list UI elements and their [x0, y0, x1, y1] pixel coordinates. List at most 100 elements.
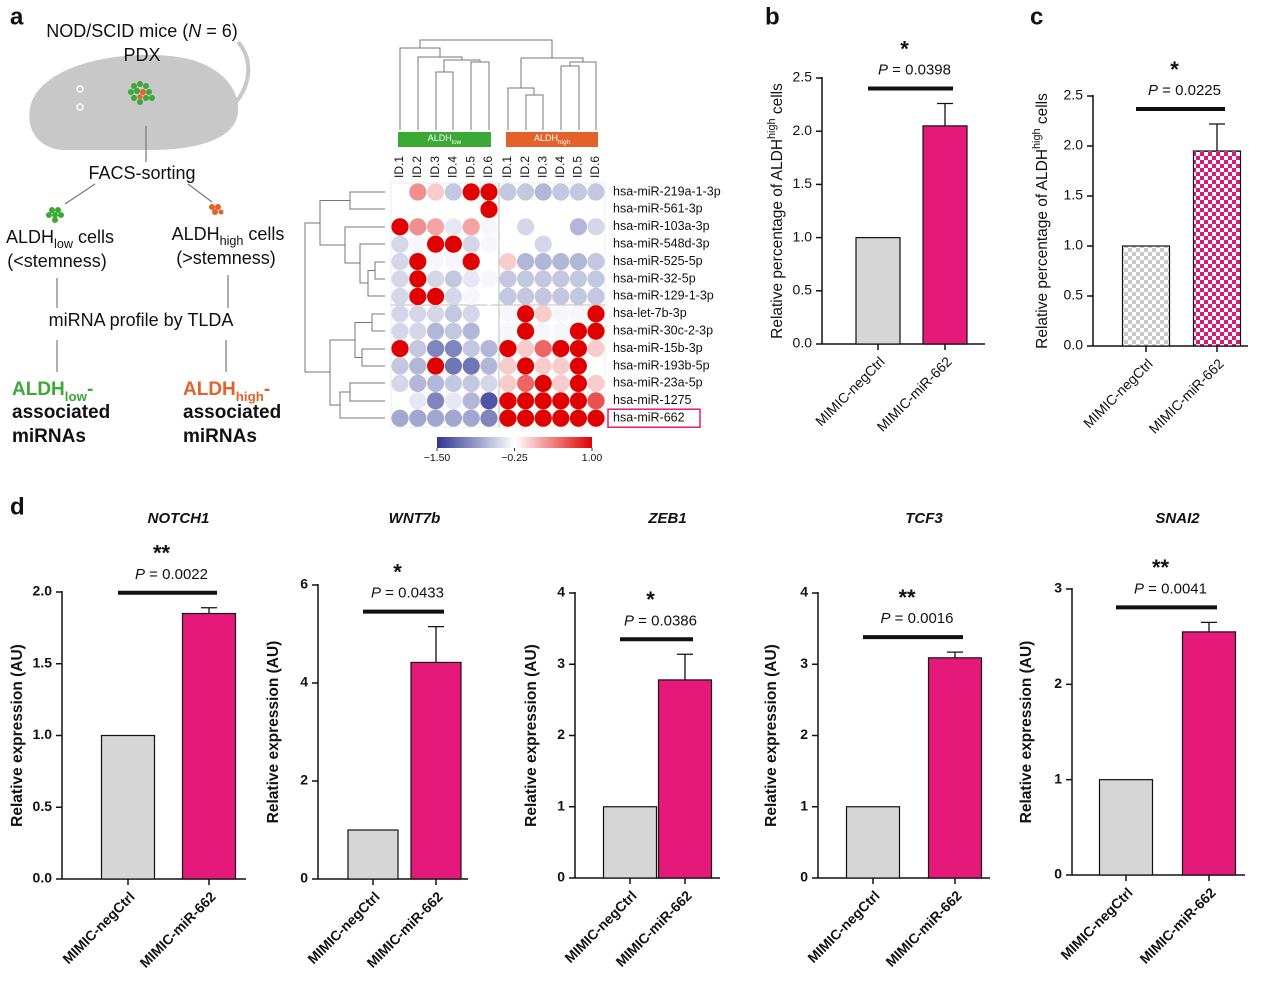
heatmap-cell [534, 374, 552, 392]
heatmap-cell [569, 287, 588, 305]
heatmap-cell [569, 253, 588, 271]
mouse-illustration [29, 40, 251, 150]
diagram-text: miRNA profile by TLDA [49, 310, 234, 330]
y-axis-label-part: high [1031, 128, 1043, 149]
heatmap-cell [462, 340, 480, 358]
y-tick-label: 2.0 [1064, 137, 1084, 153]
heatmap-cell [499, 287, 517, 305]
heatmap-cell [534, 392, 552, 410]
heatmap-cell [444, 340, 462, 358]
heatmap-cell [517, 270, 535, 288]
heatmap-cell [427, 287, 445, 305]
heatmap-cell [391, 200, 409, 218]
p-value-part: = 0.0022 [145, 566, 208, 583]
heatmap-cell [517, 409, 535, 427]
heatmap-cell [552, 218, 570, 236]
heatmap-cell [569, 218, 588, 236]
heatmap-cell [517, 374, 535, 392]
heatmap-cell [517, 322, 535, 340]
group-label: ALDHhigh [534, 133, 570, 146]
x-tick-label: MIMIC-miR-662 [1136, 884, 1218, 966]
diagram-text: PDX [123, 45, 160, 65]
heatmap-cell [427, 183, 445, 201]
x-tick-label: MIMIC-miR-662 [1146, 355, 1227, 436]
heatmap-cell [534, 253, 552, 271]
heatmap-cell [409, 374, 427, 392]
group-label-part: ALDH [428, 133, 452, 143]
panel-label: b [765, 3, 780, 30]
heatmap-cell [391, 357, 409, 375]
y-tick-label: 2.5 [793, 69, 813, 85]
heatmap-cell [427, 253, 445, 271]
result-text-part: high [236, 389, 264, 404]
y-tick-label: 4 [300, 674, 308, 690]
y-tick-label: 1 [557, 797, 565, 813]
heatmap-cell [462, 183, 480, 201]
column-label: ID.1 [500, 156, 514, 178]
x-tick-label: MIMIC-miR-662 [882, 887, 964, 969]
diagram-text: ALDHhigh cells [172, 224, 285, 249]
heatmap-cell [427, 270, 445, 288]
y-tick-label: 1.0 [793, 228, 813, 244]
heatmap-cell [534, 357, 552, 375]
significance-stars: * [393, 559, 402, 584]
heatmap-cell [444, 270, 462, 288]
heatmap-cell [499, 183, 517, 201]
heatmap-cell [587, 287, 605, 305]
y-tick-label: 1.0 [33, 726, 53, 742]
heatmap-cell [517, 218, 535, 236]
x-tick-label: MIMIC-miR-662 [136, 888, 218, 970]
y-tick-label: 2.0 [33, 583, 53, 599]
heatmap-cell [480, 340, 498, 358]
heatmap-cell [427, 305, 445, 323]
p-value-part: = 0.0386 [634, 612, 697, 629]
heatmap-cell [534, 200, 552, 218]
diagram-text-part: cells [243, 224, 284, 244]
x-tick-label: MIMIC-negCtrl [59, 888, 137, 966]
heatmap-cell [499, 270, 517, 288]
p-value: P = 0.0386 [624, 612, 697, 629]
color-bar-label: −0.25 [501, 452, 528, 464]
p-value: P = 0.0398 [878, 62, 951, 79]
color-bar-label: 1.00 [582, 452, 603, 464]
column-label: ID.2 [410, 156, 424, 178]
heatmap-cell [409, 287, 427, 305]
row-label: hsa-miR-129-1-3p [613, 289, 714, 303]
row-label: hsa-miR-1275 [613, 393, 692, 407]
y-tick-label: 4 [800, 584, 808, 600]
group-label-part: low [452, 139, 462, 146]
heatmap-cell [587, 357, 605, 375]
heatmap-cell [552, 305, 570, 323]
significance-stars: ** [898, 585, 916, 610]
p-value-part: = 0.0225 [1158, 82, 1221, 99]
y-axis-label-part: high [766, 118, 778, 139]
heatmap-cell [587, 340, 605, 358]
p-value-part: = 0.0433 [381, 585, 444, 602]
p-value: P = 0.0225 [1148, 82, 1221, 99]
y-tick-label: 0.0 [33, 870, 53, 886]
row-label: hsa-miR-23a-5p [613, 376, 703, 390]
heatmap-cell [480, 374, 498, 392]
heatmap-cell [444, 322, 462, 340]
row-label: hsa-miR-193b-5p [613, 358, 710, 372]
heatmap-cell [587, 305, 605, 323]
bar [1098, 779, 1154, 876]
heatmap-cell [427, 218, 445, 236]
heatmap-cell [587, 218, 605, 236]
y-tick-label: 1.0 [1064, 237, 1084, 253]
p-value-part: P [878, 62, 888, 79]
result-text: miRNAs [12, 426, 86, 447]
column-label: ID.3 [428, 156, 442, 178]
y-axis-label: Relative percentage of ALDHhigh cells [766, 83, 786, 339]
diagram-text-part: low [54, 237, 74, 251]
heatmap-cell [517, 340, 535, 358]
heatmap-cell [462, 409, 480, 427]
bar [657, 679, 713, 879]
column-dendrogram [399, 39, 597, 130]
heatmap-cell [517, 287, 535, 305]
y-axis-label-part: cells [1034, 93, 1051, 129]
error-bar [1201, 621, 1217, 632]
heatmap-cell [462, 270, 480, 288]
result-text: miRNAs [183, 426, 257, 447]
y-axis-label-part: Relative percentage of ALDH [769, 139, 786, 339]
